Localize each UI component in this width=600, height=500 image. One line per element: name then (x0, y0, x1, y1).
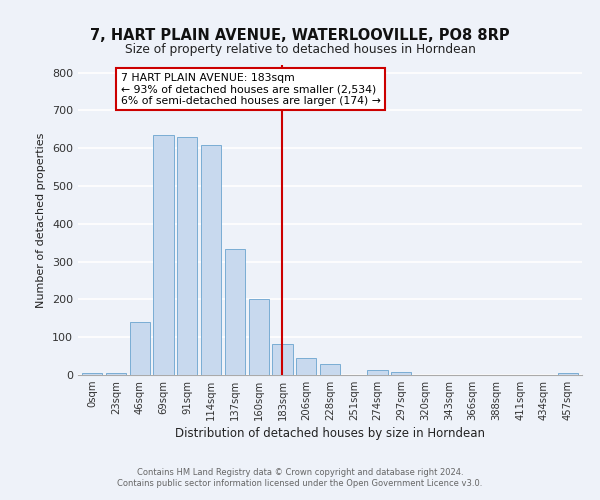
Bar (82, 373, 103, 375)
Bar (557, 373, 578, 375)
Bar (272, 344, 293, 375)
X-axis label: Distribution of detached houses by size in Horndean: Distribution of detached houses by size … (175, 427, 485, 440)
Bar (367, 370, 388, 375)
Bar (320, 364, 340, 375)
Text: Contains HM Land Registry data © Crown copyright and database right 2024.
Contai: Contains HM Land Registry data © Crown c… (118, 468, 482, 487)
Bar (248, 298, 269, 375)
Text: 7 HART PLAIN AVENUE: 183sqm
← 93% of detached houses are smaller (2,534)
6% of s: 7 HART PLAIN AVENUE: 183sqm ← 93% of det… (121, 72, 380, 106)
Bar (177, 137, 197, 375)
Bar (130, 322, 150, 375)
Y-axis label: Number of detached properties: Number of detached properties (37, 132, 46, 308)
Bar (106, 373, 126, 375)
Text: Size of property relative to detached houses in Horndean: Size of property relative to detached ho… (125, 42, 475, 56)
Bar (225, 250, 245, 375)
Bar (154, 135, 173, 375)
Bar (391, 372, 412, 375)
Bar (201, 145, 221, 375)
Text: 7, HART PLAIN AVENUE, WATERLOOVILLE, PO8 8RP: 7, HART PLAIN AVENUE, WATERLOOVILLE, PO8… (90, 28, 510, 42)
Bar (296, 358, 316, 375)
